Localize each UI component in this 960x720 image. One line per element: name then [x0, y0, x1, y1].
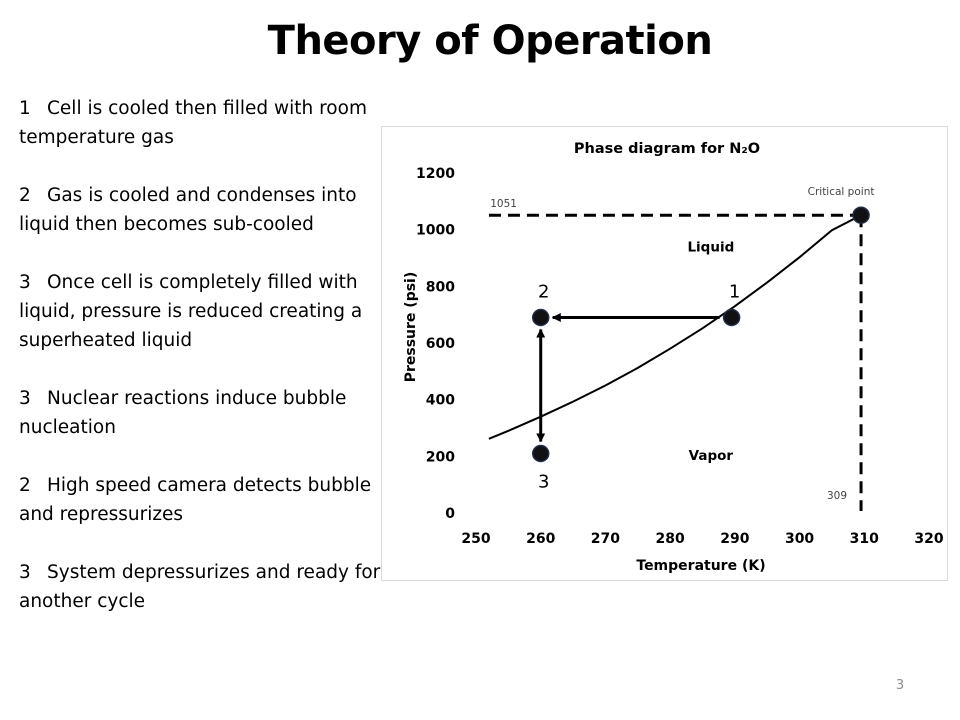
x-tick-label: 260: [526, 531, 555, 547]
step-text: High speed camera detects bubble and rep…: [19, 475, 372, 525]
step-number: 2: [19, 475, 31, 496]
step-number: 1: [19, 98, 31, 119]
page-number: 3: [895, 678, 905, 693]
step-text: Gas is cooled and condenses into liquid …: [19, 185, 357, 235]
step-text: Once cell is completely filled with liqu…: [19, 272, 363, 351]
state-point-label: 1: [729, 282, 740, 303]
reference-label-horizontal: 1051: [490, 198, 517, 210]
step-item: 3 System depressurizes and ready for anot…: [19, 558, 381, 616]
step-text: Nuclear reactions induce bubble nucleati…: [19, 388, 347, 438]
state-point-label: 2: [538, 282, 549, 303]
phase-diagram-svg: Phase diagram for N₂O Pressure (psi) Tem…: [403, 141, 944, 574]
x-tick-label: 300: [785, 531, 814, 547]
critical-point-marker: [852, 206, 870, 224]
saturation-curve-line: [488, 214, 862, 440]
y-tick-label: 200: [426, 449, 455, 465]
critical-point-label: Critical point: [808, 186, 875, 198]
y-tick-label: 1200: [416, 166, 455, 182]
y-tick-label: 1000: [416, 223, 455, 239]
x-tick-label: 320: [914, 531, 943, 547]
step-item: 2 High speed camera detects bubble and re…: [19, 471, 381, 529]
step-number: 3: [19, 272, 31, 293]
step-item: 3 Once cell is completely filled with liq…: [19, 268, 381, 355]
y-tick-label: 600: [426, 336, 455, 352]
state-point-marker: [722, 308, 741, 327]
step-item: 1 Cell is cooled then filled with room te…: [19, 94, 381, 152]
y-axis-label: Pressure (psi): [403, 272, 419, 383]
x-tick-label: 250: [461, 531, 490, 547]
x-tick-label: 280: [656, 531, 685, 547]
state-point-marker: [531, 308, 550, 327]
x-axis-label: Temperature (K): [636, 558, 765, 574]
x-tick-label: 270: [591, 531, 620, 547]
step-text: System depressurizes and ready for anoth…: [19, 562, 381, 612]
steps-list: 1 Cell is cooled then filled with room te…: [19, 94, 381, 616]
y-tick-label: 400: [426, 393, 455, 409]
y-tick-label: 800: [426, 279, 455, 295]
x-tick-label: 290: [720, 531, 749, 547]
step-text: Cell is cooled then filled with room tem…: [19, 98, 367, 148]
y-tick-label: 0: [445, 506, 455, 522]
x-tick-label: 310: [850, 531, 879, 547]
step-item: 3 Nuclear reactions induce bubble nucleat…: [19, 384, 381, 442]
state-point-label: 3: [538, 472, 549, 493]
slide-title: Theory of Operation: [267, 18, 713, 64]
phase-diagram-chart: Phase diagram for N₂O Pressure (psi) Tem…: [381, 126, 948, 581]
step-number: 3: [19, 562, 31, 583]
state-point-marker: [531, 444, 550, 463]
reference-label-vertical: 309: [827, 490, 847, 502]
chart-title: Phase diagram for N₂O: [574, 141, 760, 157]
region-label: Liquid: [687, 240, 734, 256]
step-item: 2 Gas is cooled and condenses into liquid…: [19, 181, 381, 239]
step-number: 2: [19, 185, 31, 206]
region-label: Vapor: [689, 448, 734, 464]
step-number: 3: [19, 388, 31, 409]
